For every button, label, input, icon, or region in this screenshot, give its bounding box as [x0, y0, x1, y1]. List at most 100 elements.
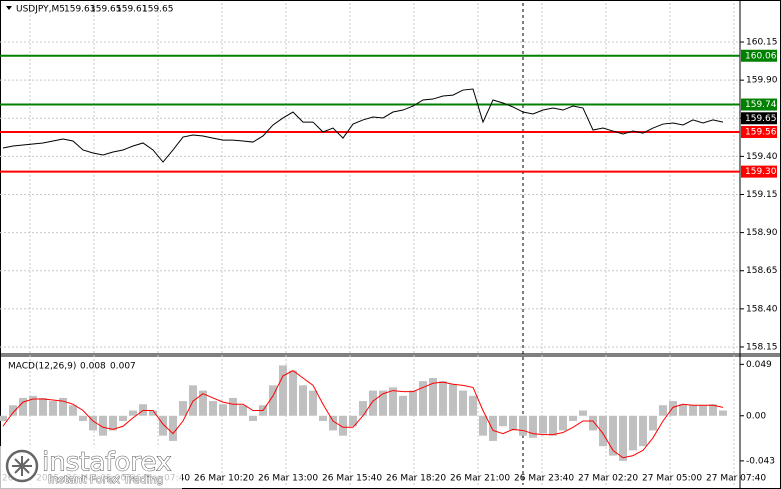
y-tick-label: 159.15	[746, 190, 778, 200]
histogram-bar	[19, 397, 27, 416]
histogram-bar	[229, 397, 237, 416]
histogram-bar	[49, 401, 57, 416]
level-label: 159.56	[745, 127, 777, 137]
x-tick-label: 26 Mar 15:40	[322, 474, 382, 484]
ohlc-value: 159.65	[90, 5, 122, 15]
histogram-bar	[179, 401, 187, 416]
histogram-bar	[349, 415, 357, 427]
y-tick-label: 160.15	[746, 38, 778, 48]
histogram-bar	[269, 385, 277, 416]
tagline: Instant Forex Trading	[48, 473, 164, 486]
histogram-bar	[329, 415, 337, 431]
level-label-bg	[741, 165, 777, 178]
histogram-bar	[359, 401, 367, 416]
menu-arrow	[6, 6, 12, 10]
histogram-bar	[79, 415, 87, 421]
histogram-bar	[449, 384, 457, 416]
histogram-bar	[369, 390, 377, 416]
y-tick-label: 158.65	[746, 266, 778, 276]
symbol: USDJPY,M5	[16, 5, 65, 15]
histogram-bar	[9, 405, 17, 416]
brand: instaforex	[42, 448, 171, 478]
histogram-bar	[549, 415, 557, 436]
ohlc-value: 159.63	[64, 5, 96, 15]
histogram-bar	[289, 370, 297, 416]
x-tick-label: 27 Mar 07:40	[706, 474, 766, 484]
y-tick-label: 159.90	[746, 76, 778, 86]
histogram-bar	[469, 395, 477, 416]
histogram-bar	[669, 401, 677, 416]
histogram-bar	[169, 415, 177, 441]
macd-value: 0.008	[80, 362, 106, 372]
histogram-bar	[699, 405, 707, 416]
histogram-bar	[139, 404, 147, 416]
histogram-bar	[419, 381, 427, 416]
histogram-bar	[149, 410, 157, 416]
signal-line	[2, 370, 724, 459]
histogram-bar	[479, 415, 487, 436]
histogram-bar	[129, 410, 137, 416]
y-tick-label: 158.15	[746, 342, 778, 352]
y-tick-label: 158.40	[746, 304, 778, 314]
y-tick-label: 0.049	[746, 360, 772, 370]
histogram-bar	[529, 415, 537, 438]
histogram-bar	[589, 415, 597, 431]
histogram-bar	[89, 415, 97, 431]
histogram-bar	[99, 415, 107, 436]
histogram-bar	[299, 385, 307, 416]
y-tick-label: 158.90	[746, 228, 778, 238]
histogram-bar	[659, 405, 667, 416]
last-price: 159.65	[745, 114, 777, 124]
histogram-bar	[499, 415, 507, 427]
histogram-bar	[69, 405, 77, 416]
x-tick-label: 27 Mar 02:20	[578, 474, 638, 484]
histogram-bar	[569, 415, 577, 421]
histogram-bar	[719, 410, 727, 416]
histogram-bar	[579, 410, 587, 416]
histogram-bar	[0, 415, 7, 421]
histogram-bar	[439, 381, 447, 416]
ohlc-value: 159.65	[142, 5, 174, 15]
histogram-bar	[649, 415, 657, 431]
histogram-bar	[519, 415, 527, 436]
histogram-bar	[379, 390, 387, 416]
histogram-bar	[599, 415, 607, 447]
macd-title: MACD(12,26,9)	[8, 362, 76, 372]
watermark: instaforex Instant Forex Trading	[0, 446, 182, 489]
histogram-bar	[309, 390, 317, 416]
histogram-bar	[639, 415, 647, 447]
histogram-bar	[219, 404, 227, 416]
histogram-bar	[389, 387, 397, 416]
histogram-bar	[489, 415, 497, 441]
histogram-bar	[689, 405, 697, 416]
last-price-bg	[741, 112, 777, 125]
histogram-bar	[199, 390, 207, 416]
histogram-bar	[679, 404, 687, 416]
level-label-bg	[741, 98, 777, 111]
level-label-bg	[741, 49, 777, 62]
histogram-bar	[339, 415, 347, 436]
grid	[0, 3, 740, 485]
level-label: 159.74	[745, 100, 777, 110]
histogram-bar	[209, 401, 217, 416]
level-label: 159.30	[745, 167, 777, 177]
histogram-bar	[279, 365, 287, 416]
x-tick-label: 26 Mar 10:20	[194, 474, 254, 484]
histogram-bar	[39, 397, 47, 416]
histogram-bar	[619, 415, 627, 461]
histogram-bar	[109, 415, 117, 431]
x-tick-label: 26 Mar 21:00	[450, 474, 510, 484]
histogram-bar	[609, 415, 617, 456]
y-tick-label: -0.043	[746, 456, 775, 466]
level-label-bg	[741, 125, 777, 138]
histogram-bar	[29, 395, 37, 416]
histogram-bar	[559, 415, 567, 431]
histogram-bar	[119, 415, 127, 421]
histogram-bar	[319, 415, 327, 421]
logo-icon	[12, 456, 32, 476]
y-tick-label: 159.40	[746, 152, 778, 162]
histogram-bar	[539, 415, 547, 434]
histogram-bar	[239, 405, 247, 416]
